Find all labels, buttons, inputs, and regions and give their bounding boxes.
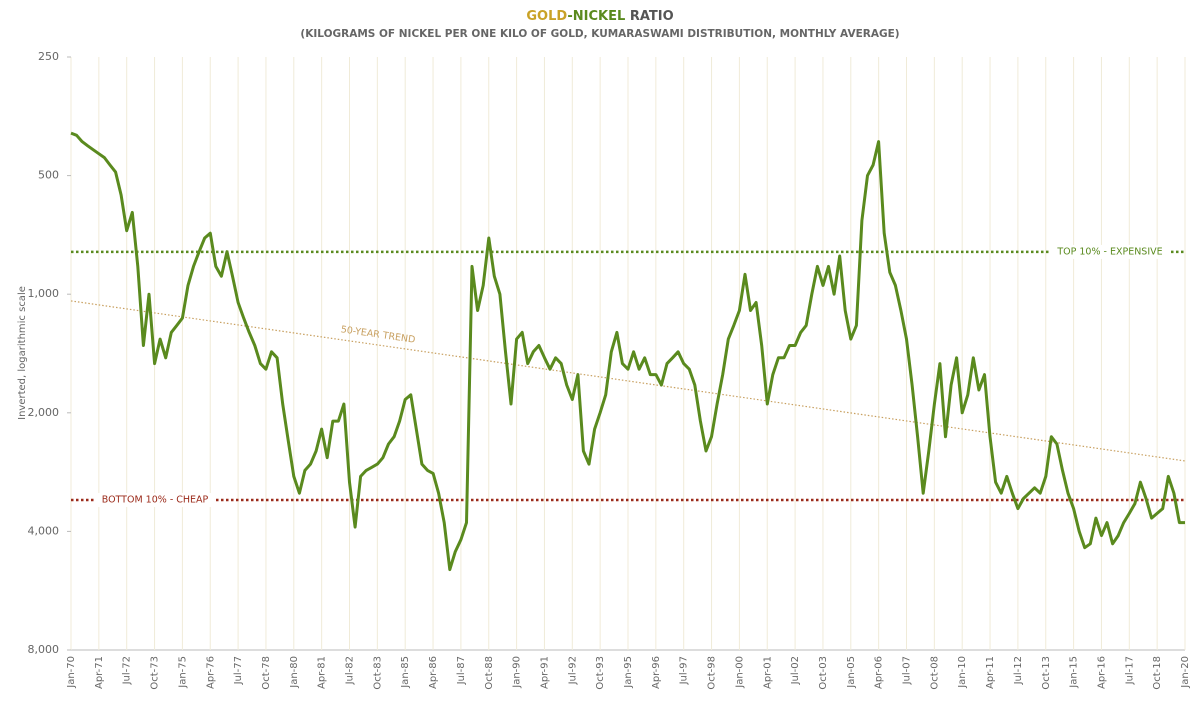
x-tick-label: Jan-80 <box>289 656 300 689</box>
x-tick-label: Jan-85 <box>400 656 411 689</box>
x-tick-label: Apr-86 <box>428 656 439 689</box>
x-tick-label: Oct-03 <box>818 656 829 690</box>
x-tick-label: Oct-78 <box>261 656 272 690</box>
x-tick-label: Apr-11 <box>985 656 996 689</box>
x-tick-label: Apr-71 <box>94 656 105 689</box>
x-tick-label: Jan-90 <box>512 656 523 689</box>
x-tick-label: Jul-12 <box>1013 656 1024 685</box>
x-tick-label: Oct-93 <box>595 656 606 690</box>
x-tick-label: Oct-83 <box>372 656 383 690</box>
x-tick-label: Jan-70 <box>66 656 77 689</box>
x-tick-label: Jan-20 <box>1180 656 1191 689</box>
x-tick-label: Jul-97 <box>679 656 690 685</box>
y-axis-label: Inverted, logarithmic scale <box>17 286 28 420</box>
x-tick-label: Jul-17 <box>1124 656 1135 685</box>
x-tick-label: Oct-08 <box>929 656 940 690</box>
x-tick-label: Apr-76 <box>205 656 216 689</box>
x-tick-label: Jan-05 <box>846 656 857 689</box>
x-tick-label: Jul-87 <box>456 656 467 685</box>
title-part: GOLD <box>526 9 567 24</box>
data-line <box>70 131 1185 572</box>
x-tick-label: Jul-72 <box>122 656 133 685</box>
x-tick-label: Jan-10 <box>957 656 968 689</box>
y-tick-label: 1,000 <box>28 287 60 300</box>
x-tick-label: Apr-91 <box>539 656 550 689</box>
reference-label: TOP 10% - EXPENSIVE <box>1056 246 1162 257</box>
title-part: RATIO <box>625 9 673 24</box>
x-tick-label: Jul-92 <box>567 656 578 685</box>
x-tick-label: Apr-16 <box>1096 656 1107 689</box>
x-tick-label: Jan-75 <box>177 656 188 689</box>
x-tick-label: Jan-95 <box>623 656 634 689</box>
x-tick-label: Jul-77 <box>233 656 244 685</box>
x-tick-label: Apr-06 <box>874 656 885 689</box>
x-tick-label: Jul-07 <box>902 656 913 685</box>
trend-label: 50-YEAR TREND <box>340 324 416 346</box>
x-tick-label: Apr-01 <box>762 656 773 689</box>
y-tick-label: 500 <box>38 169 59 182</box>
title-part: -NICKEL <box>567 9 625 24</box>
chart-subtitle: (KILOGRAMS OF NICKEL PER ONE KILO OF GOL… <box>300 28 899 40</box>
x-tick-label: Jul-82 <box>345 656 356 685</box>
reference-label-bg <box>1050 244 1170 259</box>
x-tick-label: Apr-96 <box>651 656 662 689</box>
reference-label: BOTTOM 10% - CHEAP <box>102 495 209 506</box>
reference-label-bg <box>95 493 215 508</box>
x-tick-label: Oct-18 <box>1152 656 1163 690</box>
x-tick-label: Oct-73 <box>150 656 161 690</box>
x-tick-label: Jan-00 <box>734 656 745 689</box>
y-tick-label: 4,000 <box>28 524 60 537</box>
x-tick-label: Oct-98 <box>707 656 718 690</box>
x-tick-label: Oct-13 <box>1041 656 1052 690</box>
x-tick-label: Oct-88 <box>484 656 495 690</box>
y-tick-label: 8,000 <box>28 643 60 656</box>
y-tick-label: 250 <box>38 50 59 63</box>
chart-title: GOLD-NICKEL RATIO <box>526 9 673 24</box>
x-tick-label: Jul-02 <box>790 656 801 685</box>
x-tick-label: Apr-81 <box>317 656 328 689</box>
y-tick-label: 2,000 <box>28 406 60 419</box>
x-tick-label: Jan-15 <box>1069 656 1080 689</box>
